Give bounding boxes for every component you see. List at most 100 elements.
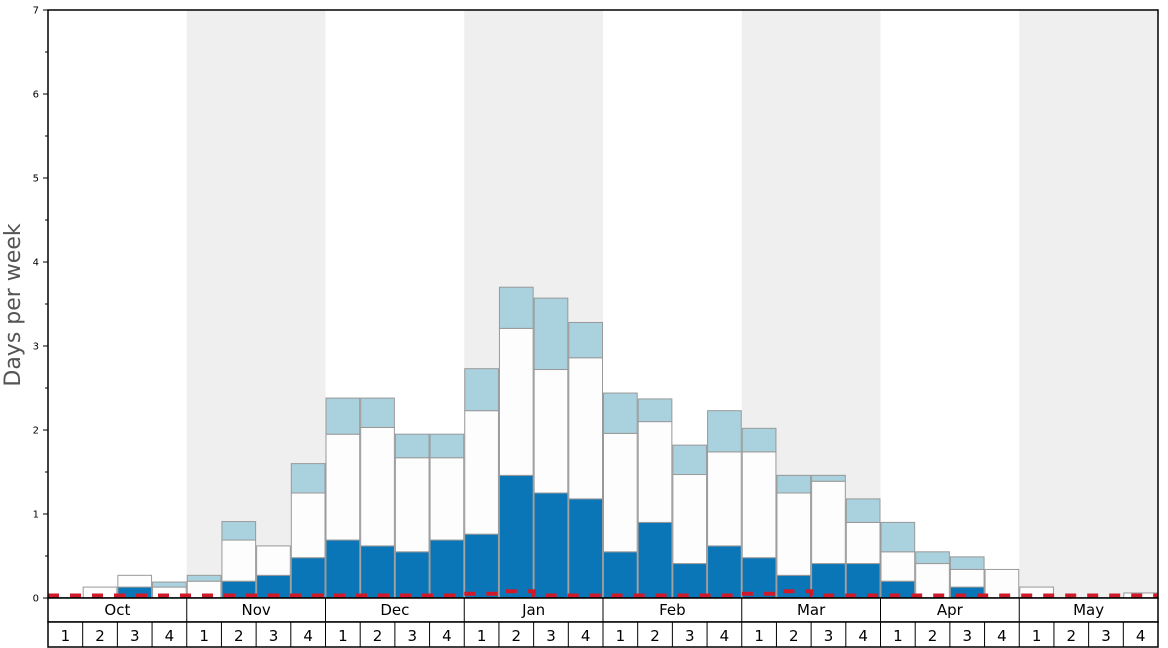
week-label: 1 [338, 627, 348, 645]
bar-segment-light-blue [880, 521, 916, 553]
week-label: 2 [928, 627, 938, 645]
y-tick-label: 7 [33, 6, 39, 17]
month-label-oct: Oct [104, 601, 130, 619]
bar-segment-dark-blue [533, 492, 569, 599]
week-label: 3 [269, 627, 279, 645]
bar-segment-light-blue [707, 410, 742, 453]
month-label-dec: Dec [380, 601, 409, 619]
bar-segment-dark-blue [603, 551, 638, 599]
bar-segment-dark-blue [394, 551, 430, 599]
bar-segment-light-blue [603, 392, 638, 434]
week-label: 1 [893, 627, 903, 645]
month-label-jan: Jan [521, 601, 545, 619]
y-tick-label: 3 [33, 342, 39, 353]
bar-segment-white [290, 492, 326, 559]
bar-segment-light-blue [949, 556, 985, 570]
bar-segment-light-blue [533, 297, 569, 371]
bar-segment-light-blue [637, 398, 673, 423]
month-label-feb: Feb [659, 601, 686, 619]
y-tick-label: 0 [33, 594, 39, 605]
bar-segment-dark-blue [811, 563, 846, 599]
red-dashed-line [48, 589, 1158, 598]
bar-segment-light-blue [429, 433, 465, 459]
y-tick-label: 4 [33, 258, 39, 269]
bar-segment-dark-blue [498, 474, 534, 599]
month-shade-may [1019, 10, 1158, 598]
bar-segment-light-blue [221, 521, 257, 541]
bar-segment-light-blue [394, 433, 430, 459]
bar-segment-dark-blue [464, 533, 499, 599]
bar-segment-light-blue [360, 397, 395, 428]
x-axis: Oct Nov Dec Jan Feb Mar Apr May 1 2 3 4 1 2 3 4 1 2 3 4 1 2 3 4… [47, 9, 1159, 648]
bar-segment-light-blue [741, 427, 777, 453]
bar-segment-white [984, 568, 1020, 599]
bar-segment-dark-blue [741, 557, 777, 599]
y-tick-label: 6 [33, 90, 39, 101]
bar-segment-light-blue [325, 397, 361, 435]
bar-segment-light-blue [776, 474, 812, 494]
month-label-mar: Mar [797, 601, 826, 619]
red-line-path [48, 589, 1158, 598]
week-label: 4 [581, 627, 591, 645]
week-label: 4 [720, 627, 730, 645]
week-label: 2 [234, 627, 244, 645]
week-label: 4 [165, 627, 175, 645]
bar-segment-white [776, 492, 812, 576]
bar-segment-white [429, 457, 465, 541]
bar-segment-dark-blue [707, 545, 742, 599]
bar-segment-light-blue [152, 581, 187, 588]
bar-segment-dark-blue [325, 539, 361, 599]
bar-segment-dark-blue [360, 545, 395, 599]
bar-segment-white [325, 433, 361, 541]
week-label: 2 [650, 627, 660, 645]
week-label: 3 [407, 627, 417, 645]
bar-segment-white [394, 457, 430, 553]
week-label: 3 [546, 627, 556, 645]
week-label: 3 [1101, 627, 1111, 645]
bar-segment-white [949, 568, 985, 588]
week-label: 3 [685, 627, 695, 645]
week-label: 4 [442, 627, 452, 645]
bar-segment-white [845, 521, 881, 565]
bar-segment-dark-blue [776, 574, 812, 599]
bar-segment-light-blue [498, 286, 534, 329]
week-label: 2 [1067, 627, 1077, 645]
bar-segment-white [707, 451, 742, 547]
month-label-nov: Nov [241, 601, 270, 619]
week-label: 2 [789, 627, 799, 645]
month-label-may: May [1073, 601, 1104, 619]
bar-segment-dark-blue [429, 539, 465, 599]
week-label: 2 [95, 627, 105, 645]
y-tick-label: 2 [33, 426, 39, 437]
week-label: 2 [512, 627, 522, 645]
week-label: 1 [754, 627, 764, 645]
month-label-apr: Apr [937, 601, 964, 619]
bar-segment-light-blue [290, 463, 326, 494]
bar-segment-white [741, 451, 777, 559]
month-shading [48, 10, 1158, 598]
bar-segment-white [221, 539, 257, 582]
bar-segment-white [672, 474, 708, 565]
bar-segment-light-blue [845, 498, 881, 523]
week-label: 1 [199, 627, 209, 645]
y-axis: 0 1 2 3 4 5 6 7 [33, 6, 48, 605]
week-label: 2 [373, 627, 383, 645]
y-tick-label: 1 [33, 510, 39, 521]
bar-segment-dark-blue [672, 563, 708, 599]
y-tick-label: 5 [33, 174, 39, 185]
bars [82, 286, 1158, 599]
bar-segment-dark-blue [637, 521, 673, 599]
week-label: 4 [858, 627, 868, 645]
bar-segment-dark-blue [568, 498, 603, 599]
bar-segment-light-blue [186, 574, 222, 582]
bar-segment-white [811, 480, 846, 565]
bar-segment-white [603, 432, 638, 553]
week-label: 1 [1032, 627, 1042, 645]
bar-segment-white [637, 421, 673, 523]
bar-segment-light-blue [672, 444, 708, 476]
bar-segment-white [360, 426, 395, 547]
week-label: 4 [303, 627, 313, 645]
bar-segment-light-blue [915, 551, 950, 565]
bar-segment-dark-blue [845, 563, 881, 599]
